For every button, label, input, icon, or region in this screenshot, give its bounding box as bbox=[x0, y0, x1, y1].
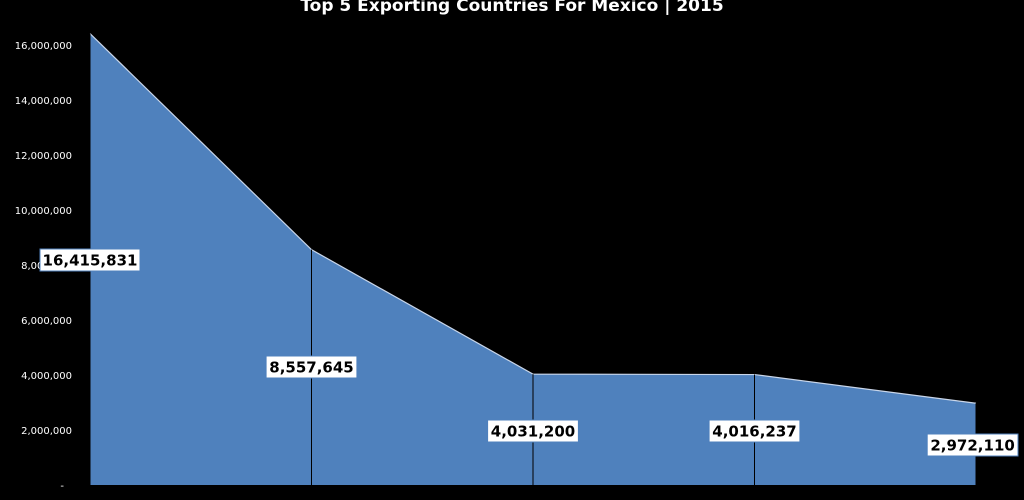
y-tick-label: 2,000,000 bbox=[21, 426, 72, 437]
data-label: 16,415,831 bbox=[39, 248, 141, 272]
y-tick-label: 4,000,000 bbox=[21, 371, 72, 382]
data-label: 4,016,237 bbox=[708, 419, 801, 443]
data-label-box bbox=[39, 248, 141, 272]
data-label-text: 4,016,237 bbox=[712, 423, 796, 441]
data-label-box bbox=[708, 419, 801, 443]
y-tick-label: - bbox=[60, 481, 64, 492]
data-label-box bbox=[487, 419, 579, 443]
y-tick-label: 10,000,000 bbox=[15, 206, 72, 217]
data-label: 4,031,200 bbox=[487, 419, 579, 443]
y-tick-label: 6,000,000 bbox=[21, 316, 72, 327]
y-tick-label: 16,000,000 bbox=[15, 41, 72, 52]
data-label-text: 4,031,200 bbox=[491, 423, 575, 441]
data-label: 8,557,645 bbox=[265, 355, 358, 379]
data-label-text: 16,415,831 bbox=[43, 252, 138, 270]
data-label: 2,972,110 bbox=[926, 433, 1019, 457]
data-label-box bbox=[265, 355, 358, 379]
chart-title: Top 5 Exporting Countries For Mexico | 2… bbox=[300, 0, 723, 16]
data-label-text: 2,972,110 bbox=[930, 437, 1014, 455]
data-label-text: 8,557,645 bbox=[269, 359, 353, 377]
y-tick-label: 14,000,000 bbox=[15, 96, 72, 107]
data-label-box bbox=[926, 433, 1019, 457]
y-tick-label: 12,000,000 bbox=[15, 151, 72, 162]
data-labels: 16,415,831 8,557,645 4,031,200 4,016,237 2,9… bbox=[39, 248, 1019, 457]
